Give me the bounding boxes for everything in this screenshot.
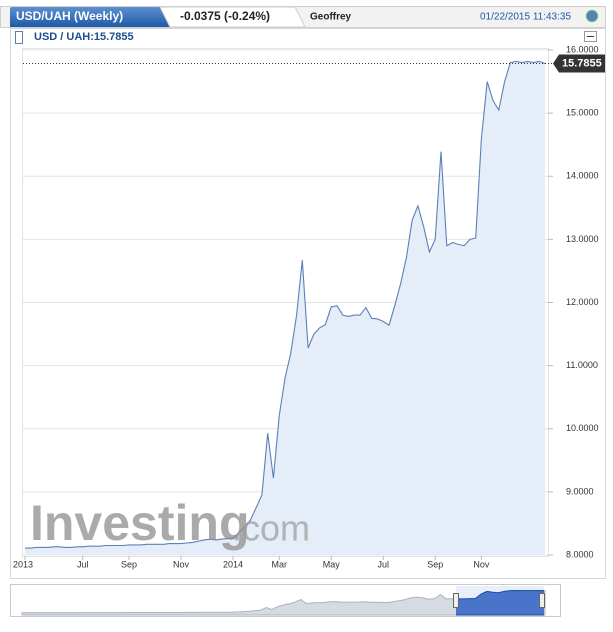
x-tick-label: Sep xyxy=(121,559,137,569)
settings-button[interactable] xyxy=(585,9,599,23)
timestamp: 01/22/2015 11:43:35 xyxy=(480,12,571,23)
x-tick-label: Nov xyxy=(473,559,490,569)
x-tick-label: May xyxy=(323,559,341,569)
x-tick-label: Mar xyxy=(271,559,287,569)
y-tick-label: 13.0000 xyxy=(566,234,599,244)
watermark-suffix: .com xyxy=(232,508,310,549)
y-tick-label: 8.0000 xyxy=(566,549,594,559)
navigator-handle[interactable] xyxy=(453,593,459,608)
y-tick-label: 11.0000 xyxy=(566,360,598,370)
x-tick-label: Jul xyxy=(77,559,89,569)
last-price-tag xyxy=(553,54,605,73)
y-tick-label: 16.0000 xyxy=(566,44,599,54)
x-tick-label: Jul xyxy=(377,559,389,569)
legend-swatch xyxy=(15,31,23,44)
navigator-handle[interactable] xyxy=(539,593,545,608)
user: Geoffrey xyxy=(310,12,352,23)
navigator xyxy=(21,589,546,616)
x-tick-label: Nov xyxy=(173,559,190,569)
y-tick-label: 10.0000 xyxy=(566,423,599,433)
plot-layer: 8.0000 9.0000 10.0000 11.0000 12.0000 13.0000… xyxy=(13,44,605,569)
x-tick-label: 2014 xyxy=(223,559,243,569)
watermark-main: Investing xyxy=(30,495,249,551)
x-tick-label: Sep xyxy=(427,559,443,569)
price-line xyxy=(25,60,546,549)
y-tick-label: 15.0000 xyxy=(566,108,599,118)
title-tab[interactable] xyxy=(10,7,170,27)
change: -0.0375 (-0.24%) xyxy=(180,9,270,23)
last-price-label: 15.7855 xyxy=(562,57,602,69)
x-tick-label: 2013 xyxy=(13,559,33,569)
area xyxy=(25,61,545,556)
y-tick-label: 9.0000 xyxy=(566,486,594,496)
chart-title: USD/UAH (Weekly) xyxy=(16,9,123,23)
y-tick-label: 14.0000 xyxy=(566,171,599,181)
y-tick-label: 12.0000 xyxy=(566,297,599,307)
change-tab xyxy=(159,6,306,28)
legend-label: USD / UAH:15.7855 xyxy=(34,31,134,43)
navigator-area-selected xyxy=(456,589,544,616)
